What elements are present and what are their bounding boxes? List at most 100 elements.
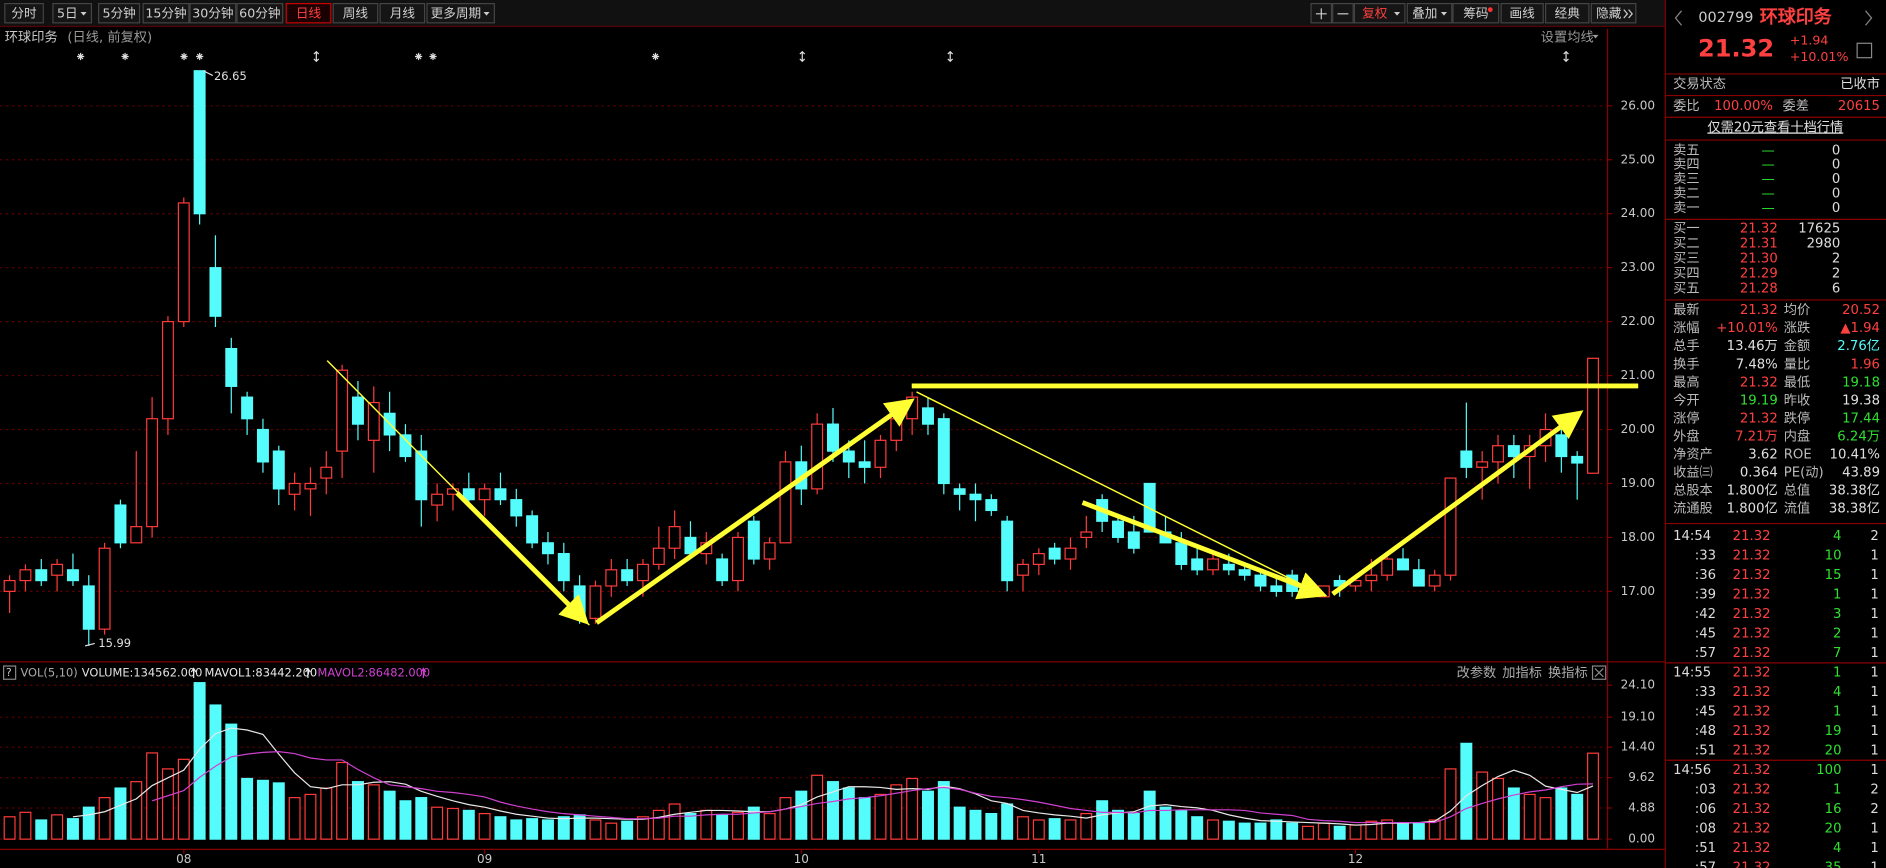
ma-setting[interactable]: 设置均线 [1541,29,1594,45]
event-marker[interactable] [414,52,423,61]
trend-arrow [1331,410,1584,596]
promo-link[interactable]: 仅需20元查看十档行情 [1707,119,1843,135]
event-marker[interactable] [76,52,85,61]
quote-text: 涨幅 [1673,320,1699,336]
quote-text: 6.24万 [1837,429,1880,444]
candle-body [636,563,649,582]
toolbar-button[interactable] [236,3,284,24]
toolbar-button[interactable] [379,3,426,24]
close-icon[interactable] [1591,665,1607,680]
volume-bar [1555,787,1568,840]
volume-bar [1254,822,1267,840]
quote-text: 19.38 [1842,393,1880,408]
volume-bar [811,774,824,840]
quote-text: 1 [1870,568,1878,583]
volume-bar [1381,819,1394,840]
nav-arrow[interactable] [1865,10,1873,26]
volume-bar [209,704,222,840]
quote-text: 1.800亿 [1727,483,1778,499]
vol-button[interactable]: 换指标 [1548,665,1588,681]
volume-bar [51,814,64,840]
volume-bar [858,797,871,840]
quote-text: 2 [1870,782,1878,797]
candle-body [1587,357,1600,474]
event-marker[interactable] [799,50,806,63]
toolbar-button[interactable] [1452,3,1500,24]
candle-body [336,369,349,452]
quote-text: 0 [1832,201,1840,216]
quote-text: :45 [1695,627,1716,642]
quote-text: :51 [1695,743,1716,758]
quote-text: 卖一 [1673,200,1699,216]
quote-text: :06 [1695,802,1716,817]
volume-bar [985,812,998,840]
y-tick-label: 4.88 [1628,800,1655,814]
quote-text: :42 [1695,607,1716,622]
y-tick-label: 24.00 [1621,206,1655,220]
toolbar-button[interactable] [1590,3,1637,24]
toolbar-button[interactable] [426,3,495,24]
candle-body [1001,520,1014,582]
quote-text: — [1762,187,1775,202]
candle-body [874,439,887,468]
quote-text: :51 [1695,841,1716,856]
event-marker[interactable] [180,52,188,61]
toolbar-button[interactable] [4,3,44,24]
quote-text: 14:54 [1673,529,1711,544]
toolbar-label: 30分钟 [192,5,233,20]
y-tick-label: 14.40 [1621,740,1655,754]
candle-body [114,504,127,544]
quote-text: 21.32 [1733,704,1771,719]
toolbar-button[interactable] [332,3,379,24]
volume-bar [1048,818,1061,840]
candle-body [1476,461,1489,468]
quote-text: :39 [1695,588,1716,603]
quote-text: 10 [1825,549,1842,564]
candle-body [779,461,792,544]
toolbar-label: 5分钟 [102,5,135,20]
volume-bar [541,819,554,840]
volume-bar [1365,820,1378,840]
toolbar-button[interactable] [52,3,93,24]
event-marker[interactable] [121,52,129,61]
candle-body [1428,574,1441,587]
quote-text: 环球印务 [1760,6,1833,28]
volume-bar [462,809,475,840]
toolbar-button[interactable] [1545,3,1590,24]
event-marker[interactable] [196,52,204,61]
quote-text: 3.62 [1748,447,1777,462]
candle-body [826,423,839,452]
toolbar-button[interactable] [189,3,237,24]
volume-bar [272,782,285,840]
toolbar-button[interactable] [285,3,332,24]
event-marker[interactable] [947,50,954,63]
candle-body [747,520,760,560]
event-marker[interactable] [429,52,437,61]
nav-arrow[interactable] [1674,10,1682,26]
candle-body [890,418,903,441]
quote-text: 2 [1870,529,1878,544]
toolbar-button[interactable] [142,3,190,24]
quote-text: 21.32 [1733,568,1771,583]
volume-bar [969,809,982,840]
toolbar-button[interactable] [1406,3,1453,24]
volume-bar [130,781,143,840]
volume-bar [621,820,634,840]
quote-text: 1 [1833,588,1841,603]
event-marker[interactable] [313,50,320,63]
event-marker[interactable] [651,52,660,61]
quote-text: 21.31 [1740,236,1778,251]
toolbar-button[interactable] [98,3,141,24]
help-icon[interactable] [3,665,17,680]
grid-icon[interactable] [1856,42,1873,59]
vol-button[interactable]: 改参数 [1457,664,1497,681]
quote-text: 21.32 [1733,646,1771,661]
volume-bar [383,790,396,840]
event-marker[interactable] [1563,50,1569,63]
quote-text: 最低 [1784,374,1810,390]
candle-body [937,418,950,485]
y-tick-label: 22.00 [1621,314,1655,328]
toolbar-button[interactable] [1353,3,1406,24]
vol-button[interactable]: 加指标 [1502,665,1542,681]
toolbar-button[interactable] [1500,3,1544,24]
